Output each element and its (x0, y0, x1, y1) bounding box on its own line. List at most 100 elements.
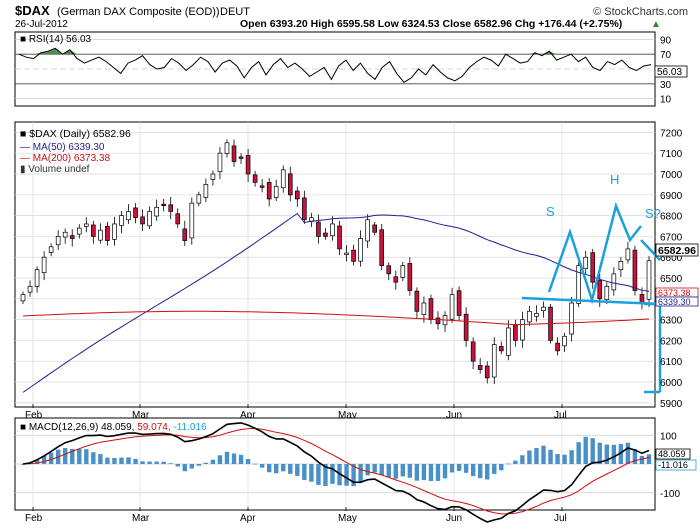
candle-body (400, 265, 406, 278)
macd-hist-bar (70, 448, 75, 464)
rsi-panel: ■ RSI(14) 56.03 9070503010 56.03 (14, 31, 688, 107)
price-tick-label: 6600 (660, 253, 683, 264)
macd-line (22, 422, 650, 523)
candle-body (295, 190, 300, 200)
macd-hist-tag: -11.016 (658, 460, 688, 470)
candle-body (91, 224, 96, 237)
candle-body (316, 221, 321, 237)
neckline (521, 296, 661, 306)
x-month-label: Feb (25, 410, 43, 421)
ma200-line (22, 310, 650, 326)
candle-body (541, 306, 546, 312)
candle-body (20, 294, 26, 302)
macd-hist-bar (562, 454, 567, 464)
macd-hist-bar (435, 464, 441, 481)
candle-body (520, 319, 525, 341)
macd-hist-bar (611, 444, 617, 464)
macd-hist-bar (196, 464, 202, 466)
macd-hist-bar (590, 438, 595, 464)
macd-hist-bar (77, 448, 82, 464)
volume-legend: ▮ Volume undef (20, 164, 90, 175)
macd-hist-bar (463, 464, 469, 473)
rsi-label: ■ RSI(14) 56.03 (20, 34, 92, 45)
rsi-tick-label: 30 (660, 80, 672, 91)
x-month-label: Jun (446, 513, 462, 524)
candle-body (55, 236, 61, 246)
watermark: © StockCharts.com (593, 6, 688, 18)
price-tick-label: 6500 (660, 274, 683, 285)
macd-hist-bar (541, 445, 546, 464)
candle-body (182, 228, 188, 241)
ma50-line (22, 212, 650, 393)
price-legend-title: ■ $DAX (Daily) 6582.96 (20, 128, 131, 140)
macd-hist-bar (632, 449, 638, 464)
candle-body (428, 298, 434, 320)
macd-hist-bar (224, 451, 230, 464)
macd-hist-bar (527, 450, 532, 464)
macd-hist-bar (133, 458, 138, 464)
macd-hist-bar (407, 464, 413, 478)
macd-hist-bar (252, 463, 258, 465)
candle-body (119, 215, 124, 226)
candle-body (477, 365, 483, 370)
candle-body (604, 285, 610, 301)
macd-hist-bar (302, 464, 307, 480)
ma200-legend: — MA(200) 6373.38 (20, 153, 110, 164)
x-month-label: May (338, 513, 357, 524)
macd-hist-bar (203, 462, 209, 464)
candle-body (302, 197, 307, 221)
macd-hist-bar (639, 455, 645, 464)
macd-hist-bar (625, 442, 631, 464)
macd-hist-bar (442, 464, 448, 479)
change-up-icon: ▲ (651, 19, 661, 30)
candle-body (105, 225, 110, 241)
macd-hist-bar (323, 464, 328, 486)
candle-body (238, 156, 244, 159)
candle-body (231, 145, 237, 162)
price-tick-label: 6200 (660, 336, 683, 347)
candle-body (224, 142, 230, 154)
macd-panel: ■ MACD(12,26,9) 48.059, 59.074, -11.016 … (14, 417, 697, 523)
macd-signal-line (22, 427, 650, 515)
candle-body (407, 263, 413, 291)
candle-body (590, 252, 596, 283)
candle-body (576, 265, 581, 304)
x-month-label: Jul (554, 513, 567, 524)
macd-hist-bar (20, 464, 26, 465)
candle-body (112, 223, 117, 240)
macd-hist-bar (499, 464, 504, 471)
macd-hist-bar (91, 452, 96, 464)
macd-hist-bar (330, 464, 335, 484)
candle-body (34, 269, 40, 287)
rsi-current-tag: 56.03 (657, 67, 682, 78)
price-tick-label: 6100 (660, 357, 683, 368)
candle-body (252, 174, 258, 183)
candle-body (273, 186, 279, 198)
candle-body (386, 265, 392, 275)
x-month-label: Apr (240, 513, 256, 524)
candle-body (133, 207, 138, 219)
candle-body (498, 346, 504, 352)
macd-hist-bar (386, 464, 391, 478)
candle-body (379, 229, 385, 266)
candle-body (470, 341, 476, 362)
macd-hist-bar (470, 464, 476, 477)
macd-hist-bar (281, 464, 286, 472)
macd-hist-bar (604, 444, 609, 464)
macd-hist-bar (646, 454, 652, 464)
x-month-label: Apr (240, 410, 256, 421)
candle-body (358, 238, 363, 262)
price-tick-label: 6300 (660, 316, 683, 327)
candle-body (583, 256, 589, 270)
macd-hist-bar (245, 459, 251, 464)
macd-hist-bar (534, 447, 539, 464)
candle-body (449, 294, 455, 320)
candle-body (484, 365, 490, 379)
candle-body (597, 279, 603, 300)
candle-body (506, 327, 511, 356)
macd-hist-bar (555, 454, 560, 464)
candle-body (611, 273, 617, 291)
candle-body (569, 302, 574, 335)
macd-hist-bar (154, 461, 159, 464)
macd-hist-bar (231, 453, 237, 464)
